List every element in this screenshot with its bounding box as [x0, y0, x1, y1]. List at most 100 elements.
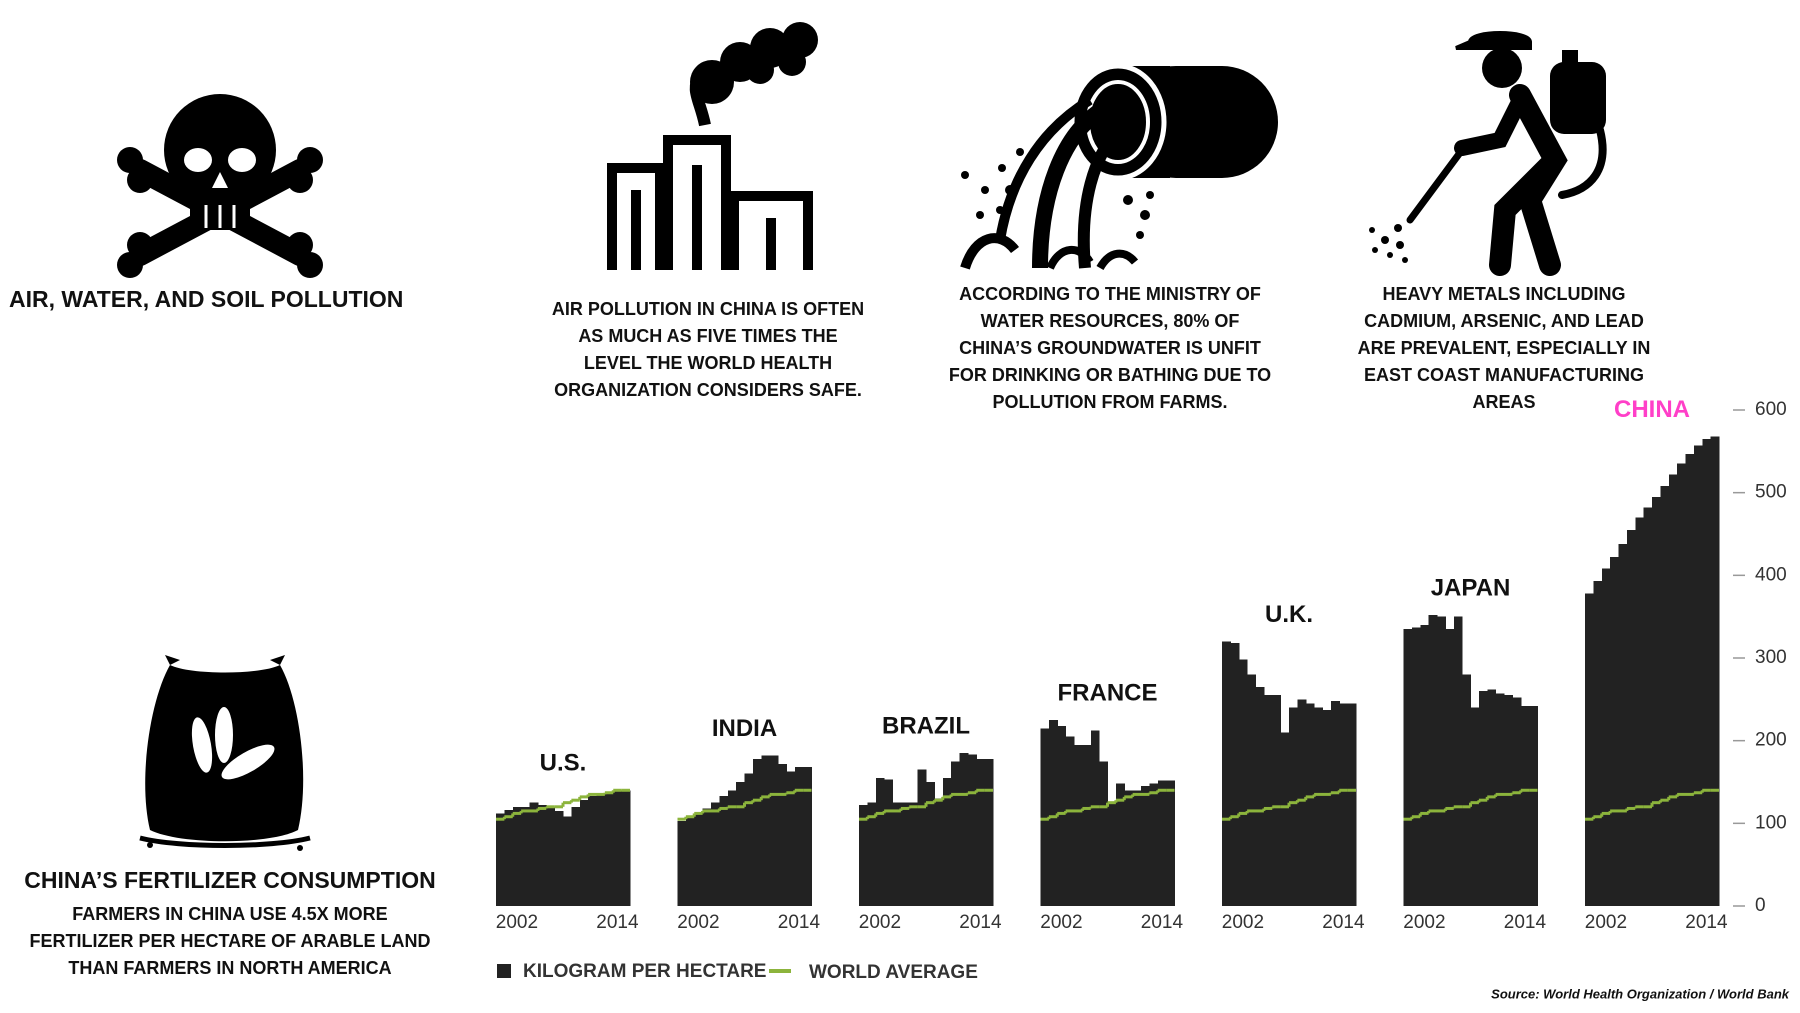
- fact-line: POLLUTION FROM FARMS.: [993, 392, 1228, 412]
- bar-step: [537, 805, 547, 906]
- bar-step: [1428, 615, 1438, 906]
- bar-step: [677, 820, 687, 906]
- bar-step: [942, 777, 952, 906]
- bar-step: [803, 767, 813, 906]
- legend-swatch: [497, 964, 511, 978]
- bar-step: [1710, 436, 1720, 906]
- bar-step: [521, 806, 531, 906]
- bar-step: [685, 816, 695, 906]
- bar-step: [1289, 707, 1298, 906]
- bar-step: [786, 771, 796, 906]
- panel-title: U.S.: [540, 750, 587, 777]
- bar-step: [1141, 786, 1150, 906]
- fertilizer-line: FARMERS IN CHINA USE 4.5X MORE: [72, 904, 387, 924]
- bar-step: [1255, 686, 1265, 906]
- bar-step: [1263, 695, 1273, 906]
- bar-step: [875, 777, 885, 906]
- bar-step: [1504, 695, 1513, 906]
- bar-step: [744, 773, 754, 906]
- bar-step: [1635, 517, 1645, 906]
- bar-step: [588, 796, 598, 906]
- bar-step: [1453, 616, 1463, 906]
- bar-step: [1520, 705, 1530, 906]
- bar-step: [1601, 568, 1611, 906]
- bar-step: [1157, 780, 1167, 906]
- factory-icon: [607, 71, 813, 270]
- bar-step: [563, 816, 572, 906]
- source: Source: World Health Organization / Worl…: [1491, 986, 1790, 1001]
- bar-step: [1593, 581, 1603, 906]
- bar-step: [1585, 593, 1594, 906]
- bar-step: [1478, 691, 1488, 906]
- fact-line: ACCORDING TO THE MINISTRY OF: [959, 284, 1261, 304]
- bar-step: [926, 782, 935, 906]
- bar-step: [1618, 543, 1628, 906]
- x-tick-label: 2002: [1403, 912, 1445, 933]
- panel-title: JAPAN: [1431, 574, 1511, 601]
- bar-step: [1347, 703, 1357, 906]
- bar-step: [769, 755, 779, 906]
- bar-step: [1610, 557, 1620, 906]
- bar-step: [1411, 627, 1421, 906]
- bar-step: [1495, 693, 1505, 906]
- bar-step: [711, 802, 720, 906]
- bar-step: [1297, 699, 1307, 906]
- fact-line: ORGANIZATION CONSIDERS SAFE.: [554, 380, 862, 400]
- fact-line: ARE PREVALENT, ESPECIALLY IN: [1358, 338, 1651, 358]
- y-tick-label: 0: [1755, 895, 1766, 916]
- bar-step: [736, 782, 746, 906]
- bar-step: [1115, 783, 1125, 906]
- x-tick-label: 2014: [1322, 912, 1365, 933]
- panel-title: U.K.: [1265, 601, 1313, 628]
- bar-step: [1322, 710, 1332, 906]
- bar-step: [1124, 790, 1134, 906]
- bar-step: [1626, 529, 1636, 906]
- sack-icon: [139, 655, 311, 851]
- bar-step: [613, 790, 623, 906]
- bar-step: [900, 802, 910, 906]
- bar-step: [719, 796, 729, 906]
- legend-label: WORLD AVERAGE: [809, 962, 978, 983]
- x-tick-label: 2002: [859, 912, 901, 933]
- bar-step: [546, 806, 556, 906]
- y-tick-label: 500: [1755, 482, 1787, 503]
- pipe-icon: [960, 63, 1278, 271]
- bar-step: [984, 758, 994, 906]
- x-tick-label: 2014: [778, 912, 821, 933]
- x-tick-label: 2002: [1585, 912, 1627, 933]
- bar-step: [892, 802, 902, 906]
- bar-step: [1099, 761, 1109, 906]
- bar-step: [1132, 790, 1142, 906]
- bar-step: [1238, 659, 1248, 906]
- panel-title: FRANCE: [1058, 679, 1158, 706]
- bar-step: [1048, 720, 1058, 906]
- panel-title: BRAZIL: [882, 712, 970, 739]
- bar-step: [596, 794, 606, 906]
- bar-step: [496, 813, 505, 906]
- bar-step: [1643, 507, 1653, 906]
- legend-label: KILOGRAM PER HECTARE: [523, 961, 766, 982]
- bar-step: [1470, 707, 1480, 906]
- bar-step: [702, 808, 712, 906]
- panel-title: INDIA: [712, 715, 777, 742]
- bar-step: [1685, 453, 1695, 906]
- bar-step: [1660, 486, 1670, 906]
- bar-step: [1166, 780, 1176, 906]
- bar-step: [794, 767, 804, 906]
- bar-step: [579, 800, 589, 906]
- bar-step: [1403, 629, 1413, 906]
- x-tick-label: 2014: [1685, 912, 1728, 933]
- smoke-icon: [690, 22, 818, 104]
- bar-step: [1529, 705, 1539, 906]
- bar-step: [1677, 463, 1687, 906]
- bar-step: [1230, 643, 1240, 906]
- bar-step: [917, 769, 927, 906]
- bar-step: [1693, 445, 1703, 906]
- bar-step: [1512, 697, 1522, 906]
- bar-step: [1314, 707, 1324, 906]
- fact-line: LEVEL THE WORLD HEALTH: [584, 353, 832, 373]
- bar-step: [1280, 732, 1290, 906]
- x-tick-label: 2014: [959, 912, 1002, 933]
- skull-icon: [117, 94, 323, 278]
